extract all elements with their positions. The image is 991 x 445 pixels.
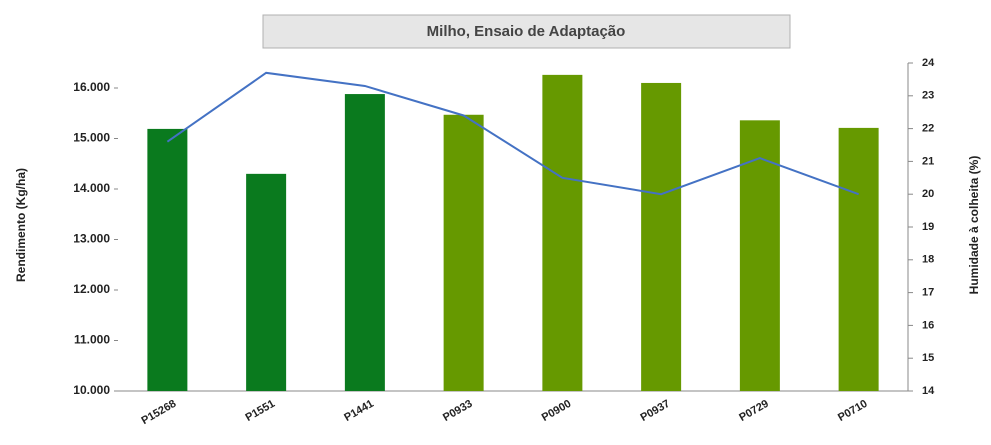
y2-axis-label: Humidade à colheita (%) bbox=[967, 156, 981, 295]
y2-tick-label: 20 bbox=[922, 188, 934, 200]
x-tick-label: P1441 bbox=[342, 398, 376, 424]
bar bbox=[542, 74, 583, 392]
bar bbox=[246, 173, 287, 391]
y-axis-label: Rendimento (Kg/ha) bbox=[14, 168, 28, 282]
y-tick-label: 12.000 bbox=[73, 282, 110, 296]
y2-tick-label: 19 bbox=[922, 221, 934, 233]
chart-title: Milho, Ensaio de Adaptação bbox=[427, 23, 626, 40]
y2-tick-label: 16 bbox=[922, 319, 934, 331]
y-tick-label: 11.000 bbox=[74, 333, 110, 347]
y-tick-label: 13.000 bbox=[73, 232, 110, 246]
y2-tick-label: 21 bbox=[922, 155, 934, 167]
x-tick-label: P0710 bbox=[836, 398, 870, 424]
bar bbox=[344, 94, 385, 391]
y-tick-label: 15.000 bbox=[73, 131, 110, 145]
y2-tick-label: 24 bbox=[922, 57, 935, 69]
bar bbox=[641, 82, 682, 391]
y2-tick-label: 23 bbox=[922, 90, 934, 102]
y-tick-label: 16.000 bbox=[73, 80, 110, 94]
bar bbox=[443, 114, 484, 391]
y2-tick-label: 18 bbox=[922, 254, 934, 266]
y-tick-label: 14.000 bbox=[73, 181, 110, 195]
y2-tick-label: 15 bbox=[922, 352, 934, 364]
y-tick-label: 10.000 bbox=[73, 383, 110, 397]
x-tick-label: P15268 bbox=[139, 398, 178, 427]
y2-tick-label: 17 bbox=[922, 287, 934, 299]
x-tick-label: P0900 bbox=[540, 398, 574, 424]
x-tick-label: P0937 bbox=[639, 398, 673, 424]
y2-tick-label: 14 bbox=[922, 385, 935, 397]
x-tick-label: P1551 bbox=[244, 398, 278, 424]
y2-tick-label: 22 bbox=[922, 123, 934, 135]
title-box bbox=[262, 14, 791, 49]
x-tick-label: P0933 bbox=[441, 398, 475, 424]
x-tick-label: P0729 bbox=[737, 398, 771, 424]
bar bbox=[147, 128, 188, 391]
bar bbox=[838, 127, 879, 392]
bar bbox=[739, 120, 780, 391]
line bbox=[166, 71, 859, 196]
